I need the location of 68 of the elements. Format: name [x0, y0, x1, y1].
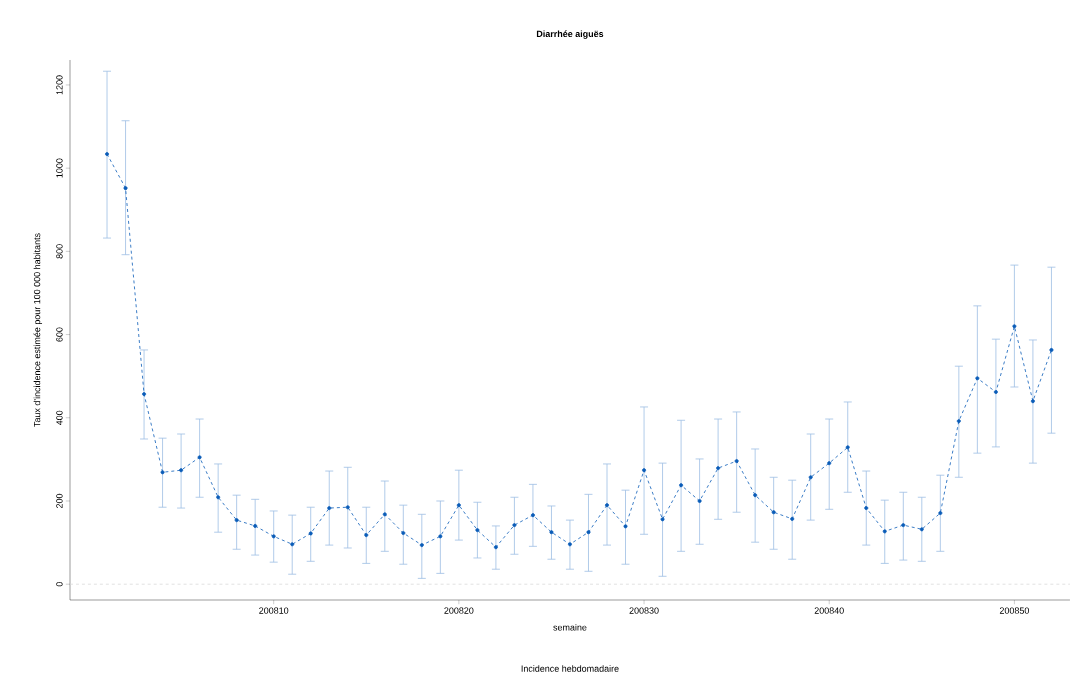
point — [327, 506, 332, 511]
chart-title: Diarrhée aiguës — [536, 30, 604, 39]
point — [956, 419, 961, 424]
y-tick-label: 1200 — [56, 75, 63, 95]
x-tick-label: 200840 — [814, 607, 844, 614]
point — [216, 495, 221, 500]
point — [660, 517, 665, 522]
point — [142, 392, 147, 397]
point — [419, 543, 424, 548]
point — [845, 445, 850, 450]
point — [234, 518, 239, 523]
point — [549, 530, 554, 535]
point — [1030, 399, 1035, 404]
y-tick-label: 0 — [56, 582, 63, 587]
point — [308, 531, 313, 536]
y-tick-label: 600 — [56, 327, 63, 342]
point — [364, 533, 369, 538]
point — [567, 542, 572, 547]
point — [734, 459, 739, 464]
x-tick-label: 200810 — [259, 607, 289, 614]
point — [753, 493, 758, 498]
x-tick-label: 200830 — [629, 607, 659, 614]
point — [290, 542, 295, 547]
point — [827, 461, 832, 466]
point — [456, 503, 461, 508]
text: Incidence hebdomadaire — [521, 665, 619, 672]
point — [864, 506, 869, 511]
point — [586, 530, 591, 535]
x-axis-title: semaine — [553, 623, 587, 631]
point — [123, 186, 128, 191]
y-axis-title: Taux d'incidence estimée pour 100 000 habitants — [33, 233, 43, 427]
x-tick-label: 200820 — [444, 607, 474, 614]
y-tick-label: 1000 — [56, 158, 63, 178]
point — [1049, 347, 1054, 352]
point — [993, 389, 998, 394]
point — [938, 511, 943, 516]
point — [605, 503, 610, 508]
point — [512, 523, 517, 528]
point — [790, 516, 795, 521]
x-tick-label: 200850 — [999, 607, 1029, 614]
point — [438, 534, 443, 539]
point — [105, 152, 110, 157]
point — [197, 455, 202, 460]
point — [697, 498, 702, 503]
point — [475, 528, 480, 533]
point — [716, 466, 721, 471]
point — [975, 376, 980, 381]
point — [345, 505, 350, 510]
point — [271, 534, 276, 539]
point — [623, 524, 628, 529]
y-tick-label: 200 — [56, 493, 63, 509]
y-tick-label: 400 — [56, 410, 63, 426]
point — [401, 531, 406, 536]
y-tick-label: 800 — [56, 244, 63, 259]
point — [382, 512, 387, 517]
point — [901, 523, 906, 528]
point — [808, 475, 813, 480]
point — [771, 510, 776, 515]
point — [882, 529, 887, 534]
point — [493, 545, 498, 550]
point — [160, 470, 165, 475]
point — [679, 483, 684, 488]
point — [253, 523, 258, 528]
point — [1012, 324, 1017, 329]
point — [530, 513, 535, 518]
point — [642, 468, 647, 473]
point — [919, 527, 924, 532]
point — [179, 468, 184, 473]
